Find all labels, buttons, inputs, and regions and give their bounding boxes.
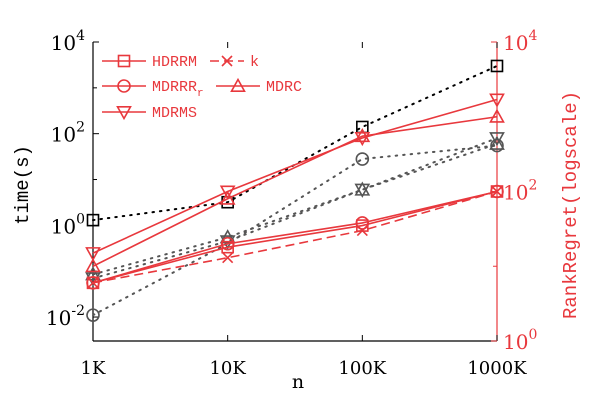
time-point-hdrrm — [86, 213, 100, 227]
rankregret-point-mdrrr-r — [86, 276, 100, 290]
legend-marker-circle — [117, 79, 131, 93]
y-axis-label-left: time(s) — [12, 145, 34, 225]
x-tick-label: 10K — [209, 358, 246, 379]
rankregret-point-k — [491, 185, 503, 198]
legend-entry-mdrc: MDRC — [216, 77, 302, 96]
axes: 1K 10K 100K 1000K 10-2 100 102 104 100 102 104 — [46, 28, 538, 379]
rankregret-point-mdrms — [489, 93, 505, 108]
legend-label: k — [250, 54, 259, 71]
legend-label: HDRRM — [152, 54, 197, 71]
rankregret-line-mdrrr-r — [92, 190, 498, 284]
y-tick-label-left: 102 — [51, 120, 85, 147]
y-tick-label-right: 100 — [503, 327, 537, 354]
time-line-mdrms — [92, 137, 498, 280]
rankregret-point-mdrrr-r — [490, 184, 504, 199]
legend-entry-hdrrm: HDRRM — [102, 54, 197, 71]
time-point-hdrrm — [490, 59, 504, 73]
time-line-hdrrm — [92, 64, 498, 222]
rankregret-point-mdrc — [489, 108, 505, 123]
legend: HDRRM k MDRRRr MDRC MDRMS — [102, 54, 302, 122]
time-point-mdrms — [489, 132, 505, 147]
x-tick-label: 100K — [338, 358, 386, 379]
legend-marker-triangle-up — [230, 77, 246, 92]
legend-label: MDRC — [266, 79, 302, 96]
rankregret-line-mdrc — [92, 115, 498, 267]
rankregret-point-k — [87, 277, 99, 289]
y-axis-label-right: RankRegret(logscale) — [560, 91, 582, 319]
y-tick-label-left: 100 — [51, 211, 85, 238]
legend-entry-mdrrr: MDRRRr — [102, 79, 204, 100]
legend-label: MDRMS — [152, 105, 197, 122]
rankregret-line-k — [92, 190, 498, 284]
time-point-mdrrr-r — [355, 152, 370, 166]
rankregret-point-k — [222, 252, 234, 264]
time-point-mdrc — [85, 266, 101, 281]
rankregret-point-mdrms — [219, 185, 236, 200]
rankregret-point-mdrc — [85, 258, 101, 273]
time-point-mdrrr-r — [490, 138, 504, 153]
time-line-mdrrr-r — [92, 144, 498, 317]
x-tick-label: 1000K — [467, 358, 527, 379]
legend-marker-triangle-down — [116, 106, 132, 121]
rankregret-point-mdrc — [219, 190, 236, 205]
rankregret-point-k — [356, 225, 368, 237]
y-tick-label-left: 10-2 — [46, 303, 85, 330]
time-series-layer — [85, 59, 505, 322]
y-tick-label-left: 104 — [51, 28, 85, 55]
legend-label: MDRRRr — [152, 79, 204, 100]
time-point-mdrrr-r — [86, 308, 100, 322]
rankregret-line-hdrrm — [92, 190, 498, 284]
x-axis-label: n — [292, 371, 304, 393]
legend-marker-x — [221, 55, 233, 67]
y-tick-label-right: 104 — [503, 28, 537, 55]
rankregret-point-mdrrr-r — [220, 236, 235, 251]
x-tick-label: 1K — [81, 358, 106, 379]
rankregret-point-mdrc — [354, 128, 371, 143]
rankregret-line-mdrms — [92, 98, 498, 254]
rankregret-series-layer — [85, 93, 505, 290]
rankregret-point-mdrms — [85, 247, 101, 262]
rankregret-point-mdrms — [354, 131, 371, 147]
time-point-mdrc — [354, 181, 371, 196]
time-line-mdrc — [92, 142, 498, 276]
y-tick-label-right: 102 — [503, 178, 537, 205]
legend-entry-k: k — [210, 54, 259, 71]
legend-marker-square — [117, 54, 131, 68]
time-point-mdrc — [489, 135, 505, 150]
rankregret-point-mdrrr-r — [355, 216, 370, 230]
legend-entry-mdrms: MDRMS — [102, 105, 197, 122]
